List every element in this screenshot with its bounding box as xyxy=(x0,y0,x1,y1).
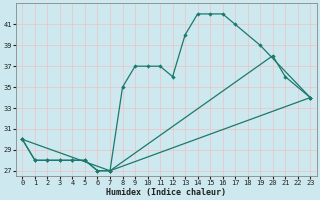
X-axis label: Humidex (Indice chaleur): Humidex (Indice chaleur) xyxy=(106,188,226,197)
